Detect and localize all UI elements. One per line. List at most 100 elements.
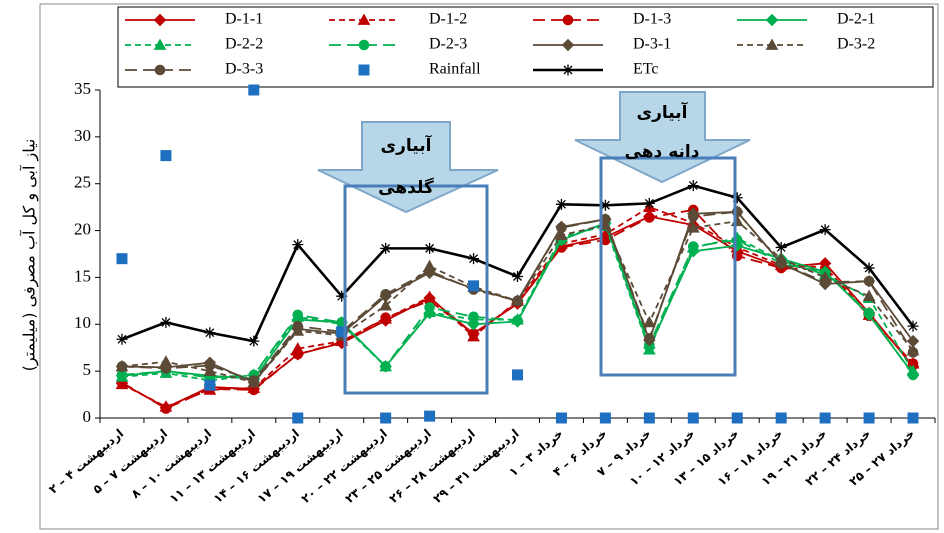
marker xyxy=(731,192,743,204)
marker xyxy=(644,333,655,344)
y-tick-label: 5 xyxy=(83,360,92,379)
marker xyxy=(599,199,611,211)
marker xyxy=(292,412,304,424)
marker xyxy=(380,361,391,372)
marker xyxy=(556,222,567,234)
callout-arrow xyxy=(317,121,499,214)
marker xyxy=(380,312,391,324)
marker xyxy=(687,241,699,252)
marker xyxy=(819,276,831,288)
marker xyxy=(819,224,831,236)
marker xyxy=(468,311,479,323)
marker xyxy=(336,290,348,302)
marker xyxy=(512,295,523,307)
marker xyxy=(357,13,371,25)
marker xyxy=(863,412,875,424)
marker xyxy=(775,241,787,253)
marker xyxy=(292,348,304,360)
callout-text: آبیاری xyxy=(381,134,433,156)
y-tick-label: 10 xyxy=(74,313,91,332)
marker xyxy=(562,64,574,76)
marker xyxy=(819,412,831,424)
marker xyxy=(775,412,787,424)
legend-label: D-2-3 xyxy=(429,36,467,53)
marker xyxy=(644,212,655,223)
marker xyxy=(424,410,436,422)
marker xyxy=(160,316,172,328)
marker xyxy=(468,253,480,265)
marker xyxy=(863,307,875,319)
chart-frame xyxy=(39,3,939,530)
marker xyxy=(292,309,304,321)
marker xyxy=(358,39,370,51)
x-tick-label: ۵ – ۷ اردیبهشت xyxy=(90,426,170,496)
marker xyxy=(907,347,919,358)
marker xyxy=(380,288,391,300)
legend-label: D-1-1 xyxy=(225,11,263,28)
marker xyxy=(907,412,919,424)
x-tick-label: ۲ – ۴ اردیبهشت xyxy=(46,426,126,496)
marker xyxy=(160,363,172,374)
callout: آبیاری دانه دهی xyxy=(574,91,751,377)
marker xyxy=(204,327,216,339)
legend-label: D-2-2 xyxy=(225,36,263,53)
marker xyxy=(468,280,480,292)
marker xyxy=(907,320,919,332)
marker xyxy=(687,412,699,424)
marker xyxy=(358,64,370,76)
marker xyxy=(512,315,523,326)
marker xyxy=(555,228,568,241)
marker xyxy=(204,379,216,391)
marker xyxy=(687,211,699,222)
marker xyxy=(380,412,392,424)
marker xyxy=(512,369,523,381)
marker xyxy=(512,270,523,282)
callout-text: آبیاری xyxy=(637,101,689,123)
marker xyxy=(116,253,128,265)
marker xyxy=(292,320,304,332)
marker xyxy=(160,150,172,162)
marker xyxy=(153,38,167,50)
highlight-box xyxy=(599,156,737,377)
y-tick-label: 35 xyxy=(74,79,91,98)
marker xyxy=(292,239,304,251)
y-tick-label: 25 xyxy=(74,173,91,192)
y-tick-label: 15 xyxy=(74,266,91,285)
marker xyxy=(204,360,216,371)
x-tick-label: ۸ – ۱۰ اردیبهشت xyxy=(128,426,214,501)
marker xyxy=(643,197,655,209)
y-tick-label: 20 xyxy=(74,219,91,238)
marker xyxy=(731,412,743,424)
marker xyxy=(907,369,919,381)
legend-label: D-1-3 xyxy=(633,11,671,28)
marker xyxy=(424,265,435,277)
marker xyxy=(863,275,875,287)
marker xyxy=(248,84,260,96)
marker xyxy=(765,13,779,27)
marker xyxy=(160,403,172,414)
marker xyxy=(555,198,567,210)
marker xyxy=(642,315,656,328)
legend-label: D-2-1 xyxy=(837,11,875,28)
marker xyxy=(379,299,393,311)
marker xyxy=(336,326,348,338)
legend-label: D-3-2 xyxy=(837,36,875,53)
marker xyxy=(380,242,392,254)
marker xyxy=(687,180,699,192)
marker xyxy=(862,289,876,302)
marker xyxy=(561,38,575,52)
marker xyxy=(863,262,875,274)
marker xyxy=(424,242,436,254)
y-tick-label: 30 xyxy=(74,126,91,145)
marker xyxy=(116,361,128,372)
y-axis-title: نیاز آبی و کل آب مصرفی (میلیمتر) xyxy=(20,139,40,372)
marker xyxy=(643,412,655,424)
y-tick-label: 0 xyxy=(83,407,92,426)
marker xyxy=(154,64,166,76)
highlight-box xyxy=(343,184,489,395)
marker xyxy=(775,258,787,269)
legend-label: D-3-1 xyxy=(633,36,671,53)
marker xyxy=(555,412,567,424)
marker xyxy=(424,302,435,313)
